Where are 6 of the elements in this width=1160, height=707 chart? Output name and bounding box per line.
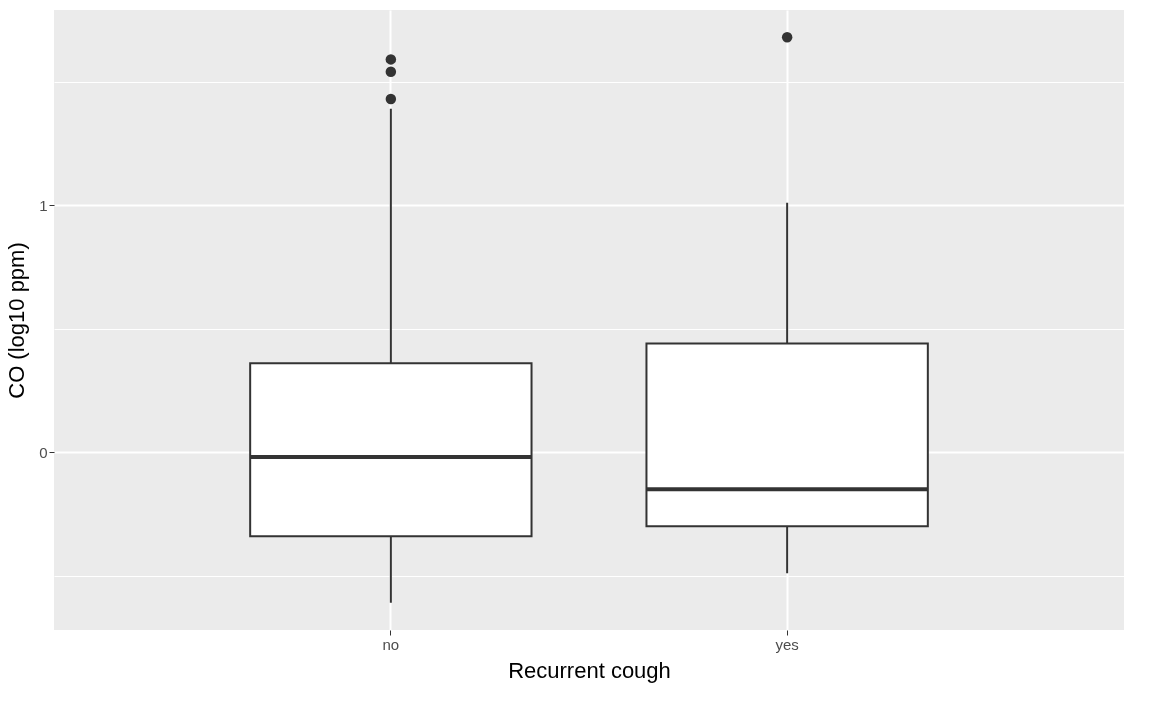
- y-tick-label: 0: [39, 443, 48, 461]
- x-axis-title: Recurrent cough: [508, 657, 671, 683]
- x-tick-label: no: [382, 635, 400, 653]
- y-axis-title: CO (log10 ppm): [4, 242, 30, 399]
- y-tick-label: 1: [39, 196, 48, 214]
- x-tick-label: yes: [775, 635, 799, 653]
